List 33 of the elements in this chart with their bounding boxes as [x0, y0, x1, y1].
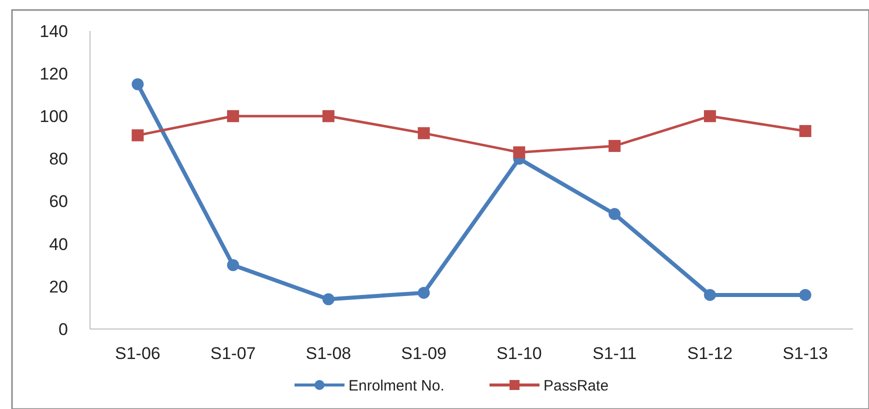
legend-label: PassRate	[544, 377, 609, 394]
point	[418, 127, 430, 140]
y-tick-label: 60	[49, 192, 68, 212]
y-tick-label: 40	[49, 234, 68, 254]
point	[704, 288, 716, 301]
point	[513, 146, 526, 158]
y-tick-label: 20	[49, 277, 68, 296]
point	[322, 110, 334, 122]
y-tick-label: 0	[58, 320, 68, 339]
point	[608, 140, 621, 152]
x-tick-label: S1-06	[115, 344, 160, 363]
y-tick-label: 100	[40, 107, 68, 126]
point	[799, 125, 812, 138]
x-tick-label: S1-13	[782, 344, 828, 363]
point	[799, 288, 812, 301]
x-tick-label: S1-11	[592, 344, 637, 363]
x-tick-label: S1-10	[496, 344, 542, 363]
point	[322, 293, 334, 306]
point	[227, 259, 240, 272]
point	[132, 78, 144, 90]
x-tick-label: S1-07	[210, 344, 256, 363]
point	[418, 286, 430, 299]
y-tick-label: 140	[40, 22, 68, 41]
x-tick-label: S1-12	[687, 344, 733, 363]
x-tick-label: S1-09	[401, 344, 446, 363]
legend-label: Enrolment No.	[348, 377, 444, 394]
point	[132, 129, 144, 142]
y-tick-label: 80	[49, 150, 68, 169]
point	[704, 110, 716, 122]
x-tick-label: S1-08	[306, 344, 352, 363]
y-tick-label: 120	[40, 64, 68, 84]
point	[608, 208, 621, 220]
point	[227, 110, 240, 122]
